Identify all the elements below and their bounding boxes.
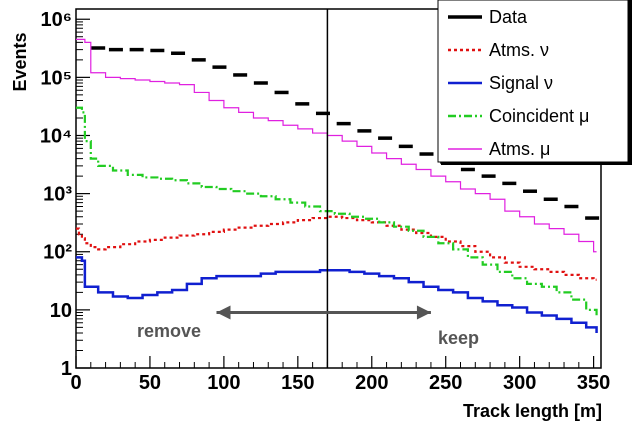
x-tick-label: 150: [281, 372, 314, 394]
legend-box: [437, 0, 629, 163]
y-tick-label: 1: [61, 358, 72, 380]
series-layer: [76, 38, 600, 334]
x-axis-title: Track length [m]: [463, 401, 602, 421]
series-line-signal: [76, 256, 598, 334]
legend: Data Atms. ν Signal ν Coincident μ Atms. μ: [437, 0, 632, 165]
axis-ticks: [75, 18, 595, 369]
x-tick-label: 50: [139, 372, 161, 394]
y-tick-label: 10⁵: [40, 67, 72, 89]
y-tick-label: 10³: [43, 184, 72, 206]
arrow-head-right: [416, 305, 431, 320]
y-axis-title: Events: [10, 32, 30, 91]
x-tick-label: 350: [577, 372, 610, 394]
series-line-atms: [76, 38, 597, 253]
arrow-head-left: [216, 305, 231, 320]
x-tick-label: 100: [207, 372, 240, 394]
y-tick-label: 10: [50, 300, 72, 322]
legend-label-data: Data: [489, 7, 528, 27]
y-tick-label: 10⁴: [40, 125, 72, 147]
x-tick-label: 300: [503, 372, 536, 394]
x-tick-label: 200: [355, 372, 388, 394]
legend-label-atms: Atms. ν: [489, 40, 549, 60]
y-tick-label: 10²: [43, 242, 72, 264]
annotation-keep: keep: [438, 328, 479, 348]
annotation-remove: remove: [137, 321, 201, 341]
x-tick-label: 250: [429, 372, 462, 394]
series-line-atms: [76, 215, 597, 281]
legend-label-coincident: Coincident μ: [489, 106, 589, 126]
tick-labels: 0 50 100 150 200 250 300 350 1 10 10² 10³ 10⁴ 10⁵ 10⁶: [40, 9, 610, 394]
annotations: remove keep: [137, 305, 479, 348]
legend-label-atms: Atms. μ: [489, 139, 550, 159]
series-line-coincident: [76, 106, 598, 316]
y-tick-label: 10⁶: [41, 9, 72, 31]
x-tick-label: 0: [70, 372, 81, 394]
legend-label-signal: Signal ν: [489, 73, 553, 93]
